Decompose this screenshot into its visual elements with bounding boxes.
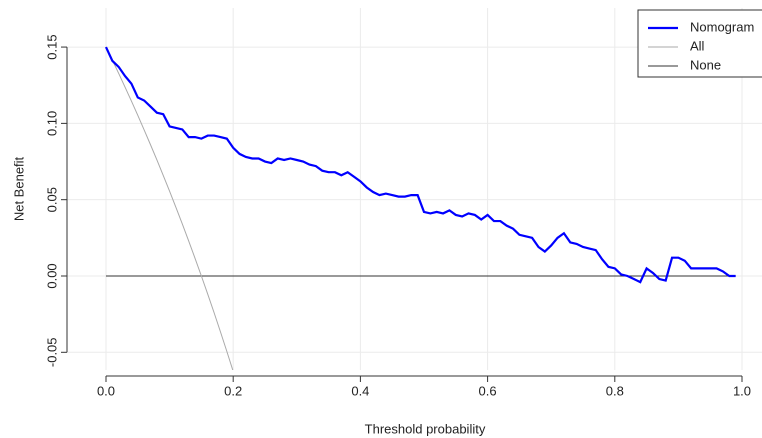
x-tick-label: 0.0	[97, 383, 115, 398]
x-tick-label: 0.8	[606, 383, 624, 398]
x-tick-label: 1.0	[733, 383, 751, 398]
legend-label: None	[690, 57, 721, 72]
x-tick-label: 0.2	[224, 383, 242, 398]
x-tick-label: 0.4	[351, 383, 369, 398]
y-axis-label: Net Benefit	[11, 156, 26, 221]
x-tick-label: 0.6	[479, 383, 497, 398]
y-tick-label: -0.05	[44, 337, 59, 367]
y-tick-label: 0.10	[44, 111, 59, 136]
y-tick-label: 0.00	[44, 263, 59, 288]
legend-label: Nomogram	[690, 19, 754, 34]
x-axis-label: Threshold probability	[365, 421, 486, 436]
legend-box	[637, 9, 762, 78]
series-line	[105, 46, 234, 370]
y-tick-label: 0.15	[44, 34, 59, 59]
y-tick-label: 0.05	[44, 187, 59, 212]
legend-label: All	[690, 38, 705, 53]
series-line	[104, 46, 736, 284]
